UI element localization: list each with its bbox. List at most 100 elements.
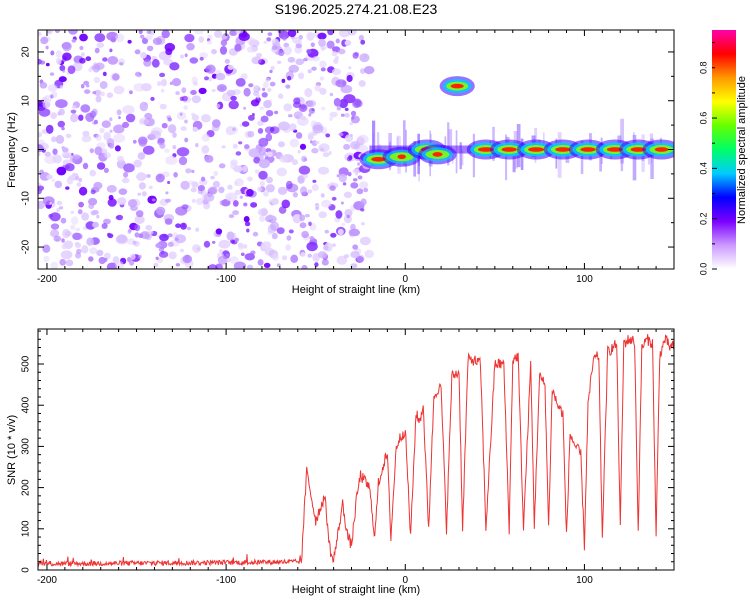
- noise-speckle: [256, 52, 263, 58]
- noise-speckle: [192, 127, 198, 132]
- x-tick-label: 100: [576, 274, 593, 285]
- noise-speckle: [109, 143, 115, 149]
- noise-speckle: [191, 114, 199, 121]
- noise-speckle: [56, 166, 67, 176]
- noise-speckle: [205, 65, 212, 73]
- noise-speckle: [274, 110, 279, 115]
- noise-speckle: [134, 49, 141, 55]
- noise-speckle: [317, 32, 327, 40]
- noise-speckle: [348, 66, 352, 70]
- noise-speckle: [329, 185, 336, 191]
- noise-speckle: [243, 106, 247, 110]
- noise-speckle: [359, 236, 371, 246]
- noise-speckle: [83, 80, 90, 86]
- noise-speckle: [58, 76, 67, 83]
- noise-speckle: [71, 39, 77, 43]
- noise-speckle: [180, 126, 187, 131]
- noise-speckle: [172, 145, 177, 150]
- noise-speckle: [269, 69, 273, 74]
- noise-speckle: [265, 184, 275, 193]
- x-tick-label: -100: [216, 274, 236, 285]
- noise-speckle: [95, 134, 102, 142]
- noise-speckle: [132, 139, 137, 144]
- noise-speckle: [211, 49, 217, 55]
- noise-speckle: [54, 180, 63, 189]
- noise-speckle: [173, 172, 178, 178]
- noise-speckle: [167, 180, 171, 185]
- noise-speckle: [256, 94, 260, 99]
- y-tick-label: 10: [21, 95, 32, 107]
- noise-speckle: [115, 33, 125, 43]
- noise-speckle: [49, 201, 52, 205]
- noise-speckle: [198, 87, 207, 95]
- noise-speckle: [182, 254, 193, 264]
- noise-speckle: [267, 87, 272, 92]
- noise-speckle: [258, 159, 270, 169]
- noise-speckle: [180, 248, 184, 253]
- noise-speckle: [43, 95, 52, 104]
- noise-speckle: [265, 133, 273, 142]
- noise-speckle: [161, 122, 168, 129]
- noise-speckle: [185, 168, 192, 174]
- noise-speckle: [308, 221, 312, 226]
- noise-speckle: [208, 186, 218, 195]
- snr-y-axis: 0 100 200 300 400 500: [21, 330, 674, 573]
- noise-speckle: [253, 85, 261, 93]
- noise-speckle: [188, 180, 194, 185]
- noise-speckle: [51, 178, 56, 182]
- noise-speckle: [167, 233, 173, 238]
- noise-speckle: [64, 230, 72, 237]
- signal-blob-core: [450, 83, 464, 89]
- y-tick-label: 400: [21, 396, 32, 413]
- snr-x-label: Height of straight line (km): [292, 584, 420, 596]
- signal-streak: [650, 154, 653, 164]
- signal-streak: [448, 129, 453, 156]
- noise-speckle: [172, 132, 177, 139]
- noise-speckle: [311, 66, 317, 71]
- noise-speckle: [244, 253, 255, 261]
- noise-speckle: [263, 81, 269, 89]
- noise-speckle: [80, 84, 85, 89]
- noise-speckle: [240, 73, 248, 80]
- noise-speckle: [44, 155, 57, 164]
- noise-speckle: [306, 241, 318, 252]
- noise-speckle: [297, 150, 301, 154]
- noise-speckle: [93, 76, 101, 84]
- noise-speckle: [340, 113, 345, 117]
- noise-speckle: [61, 243, 68, 250]
- noise-speckle: [248, 114, 255, 121]
- noise-speckle: [243, 244, 248, 249]
- x-tick-label: 100: [576, 575, 593, 586]
- noise-speckle: [190, 187, 197, 193]
- noise-speckle: [103, 131, 111, 141]
- noise-speckle: [263, 191, 269, 197]
- noise-speckle: [350, 263, 358, 269]
- noise-speckle: [263, 40, 268, 44]
- noise-speckle: [233, 261, 247, 269]
- noise-speckle: [53, 235, 62, 242]
- noise-speckle: [49, 212, 61, 222]
- noise-speckle: [38, 58, 42, 65]
- noise-speckle: [338, 173, 347, 183]
- noise-speckle: [90, 210, 97, 216]
- noise-speckle: [289, 123, 297, 132]
- noise-speckle: [338, 132, 344, 137]
- noise-speckle: [271, 198, 279, 205]
- noise-speckle: [66, 176, 74, 185]
- noise-speckle: [186, 43, 195, 51]
- noise-speckle: [244, 144, 250, 150]
- noise-speckle: [356, 254, 365, 263]
- noise-speckle: [157, 81, 162, 87]
- noise-speckle: [184, 33, 195, 43]
- noise-speckle: [336, 106, 341, 111]
- figure-title: S196.2025.274.21.08.E23: [275, 1, 438, 17]
- noise-speckle: [363, 187, 369, 193]
- noise-speckle: [85, 56, 92, 62]
- noise-speckle: [256, 186, 263, 192]
- snr-x-axis: -200 -100 0 100: [37, 329, 675, 586]
- noise-speckle: [328, 151, 332, 155]
- noise-speckle: [61, 238, 65, 243]
- signal-streak: [447, 122, 450, 166]
- noise-speckle: [228, 214, 235, 219]
- noise-speckle: [332, 243, 336, 247]
